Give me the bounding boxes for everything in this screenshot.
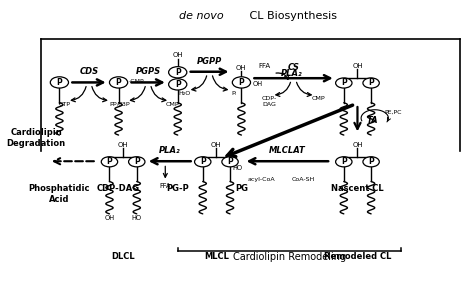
Text: PGPS: PGPS: [136, 67, 161, 76]
Text: PPᵢ: PPᵢ: [109, 102, 118, 107]
Text: OH: OH: [104, 215, 115, 221]
Text: P: P: [238, 78, 244, 87]
Text: P: P: [368, 78, 374, 88]
Circle shape: [336, 78, 352, 88]
Text: CTP: CTP: [58, 102, 71, 107]
Text: PE,PC: PE,PC: [385, 110, 402, 115]
Text: PG-P: PG-P: [166, 184, 189, 193]
Text: CDP-
DAG: CDP- DAG: [261, 96, 277, 107]
Text: OH: OH: [352, 63, 363, 69]
Text: acyl-CoA: acyl-CoA: [248, 177, 276, 182]
Text: OH: OH: [211, 142, 222, 148]
Text: CoA-SH: CoA-SH: [291, 177, 314, 182]
Text: G3P: G3P: [117, 102, 130, 107]
Text: MLCL: MLCL: [204, 252, 229, 261]
Text: Remodeled CL: Remodeled CL: [324, 252, 391, 261]
Text: P: P: [56, 78, 62, 87]
Text: PLA₂: PLA₂: [281, 69, 302, 78]
Text: PLA₂: PLA₂: [159, 146, 181, 155]
Text: P: P: [175, 68, 181, 77]
Circle shape: [169, 79, 187, 90]
Text: OH: OH: [236, 65, 247, 71]
Text: OH: OH: [252, 81, 263, 87]
Circle shape: [50, 77, 69, 88]
Text: OH: OH: [118, 142, 128, 148]
Text: de novo: de novo: [179, 11, 223, 21]
Text: -CMP: -CMP: [129, 79, 145, 84]
Circle shape: [232, 77, 251, 88]
Text: P: P: [341, 78, 346, 88]
Text: CMP: CMP: [166, 102, 180, 107]
Text: Cardiolipin Remodeling: Cardiolipin Remodeling: [233, 253, 346, 262]
Text: P: P: [341, 157, 346, 166]
Circle shape: [128, 157, 145, 167]
Text: CDP-DAG: CDP-DAG: [97, 184, 140, 193]
Text: Nascent CL: Nascent CL: [331, 184, 384, 193]
Text: HO: HO: [233, 165, 243, 170]
Text: PGPP: PGPP: [197, 57, 222, 65]
Circle shape: [363, 157, 379, 167]
Text: CL Biosynthesis: CL Biosynthesis: [246, 11, 337, 21]
Text: FFA: FFA: [258, 63, 270, 69]
Text: OH: OH: [352, 142, 363, 148]
Circle shape: [363, 78, 379, 88]
Text: CS: CS: [288, 63, 300, 72]
Text: PG: PG: [235, 184, 248, 193]
Text: CDS: CDS: [80, 67, 99, 76]
Text: OH: OH: [173, 52, 183, 58]
Text: MLCLAT: MLCLAT: [269, 146, 305, 155]
Text: P: P: [368, 157, 374, 166]
Text: P: P: [107, 157, 112, 166]
Text: HO: HO: [132, 215, 142, 221]
Text: Pᵢ: Pᵢ: [232, 91, 237, 96]
Text: TA: TA: [366, 117, 378, 125]
Text: FFA: FFA: [160, 183, 171, 189]
Text: P: P: [175, 80, 181, 89]
Text: P: P: [200, 157, 206, 166]
Text: P: P: [116, 78, 121, 87]
Circle shape: [169, 67, 187, 78]
Text: H₂O: H₂O: [179, 91, 191, 96]
Circle shape: [222, 157, 238, 167]
Text: P: P: [227, 157, 233, 166]
Circle shape: [101, 157, 118, 167]
Text: CMP: CMP: [311, 96, 325, 101]
Text: P: P: [134, 157, 140, 166]
Text: Phosphatidic
Acid: Phosphatidic Acid: [28, 184, 90, 204]
Circle shape: [336, 157, 352, 167]
Circle shape: [109, 77, 128, 88]
Circle shape: [194, 157, 211, 167]
Text: DLCL: DLCL: [111, 252, 135, 261]
Text: Cardiolipin
Degradation: Cardiolipin Degradation: [7, 128, 66, 148]
